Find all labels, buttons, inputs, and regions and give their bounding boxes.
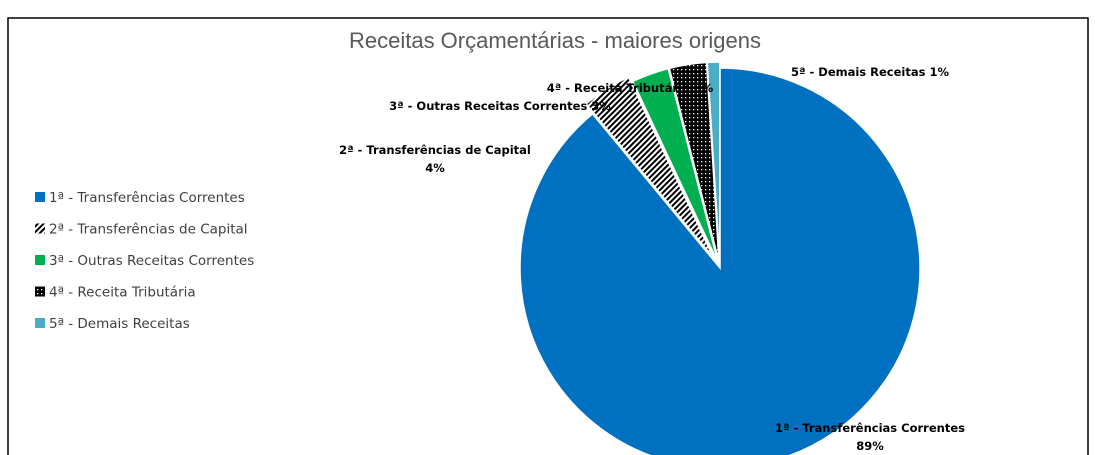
legend-marker bbox=[35, 223, 45, 234]
pie-slice bbox=[519, 67, 921, 455]
legend-marker bbox=[35, 318, 45, 328]
pie-slice bbox=[668, 61, 720, 263]
legend-label: 5ª - Demais Receitas bbox=[49, 316, 190, 332]
pie-slice bbox=[631, 67, 719, 263]
legend-marker bbox=[35, 286, 45, 297]
data-label: 3ª - Outras Receitas Correntes 3% bbox=[389, 99, 611, 113]
chart-border bbox=[7, 17, 1089, 455]
legend-label: 4ª - Receita Tributária bbox=[49, 285, 196, 301]
pie-slice bbox=[706, 61, 721, 263]
chart-title: Receitas Orçamentárias - maiores origens bbox=[349, 28, 761, 53]
data-label: 2ª - Transferências de Capital 4% bbox=[339, 143, 531, 175]
data-label: 5ª - Demais Receitas 1% bbox=[791, 65, 949, 79]
legend-marker bbox=[35, 255, 45, 265]
legend-label: 1ª - Transferências Correntes bbox=[49, 190, 245, 206]
legend-label: 2ª - Transferências de Capital bbox=[49, 222, 248, 238]
legend-label: 3ª - Outras Receitas Correntes bbox=[49, 253, 254, 269]
legend-marker bbox=[35, 192, 45, 202]
pie-slice bbox=[585, 75, 715, 259]
data-label: 4ª - Receita Tributária 3% bbox=[546, 81, 714, 95]
data-label: 1ª - Transferências Correntes 89% bbox=[775, 421, 965, 453]
